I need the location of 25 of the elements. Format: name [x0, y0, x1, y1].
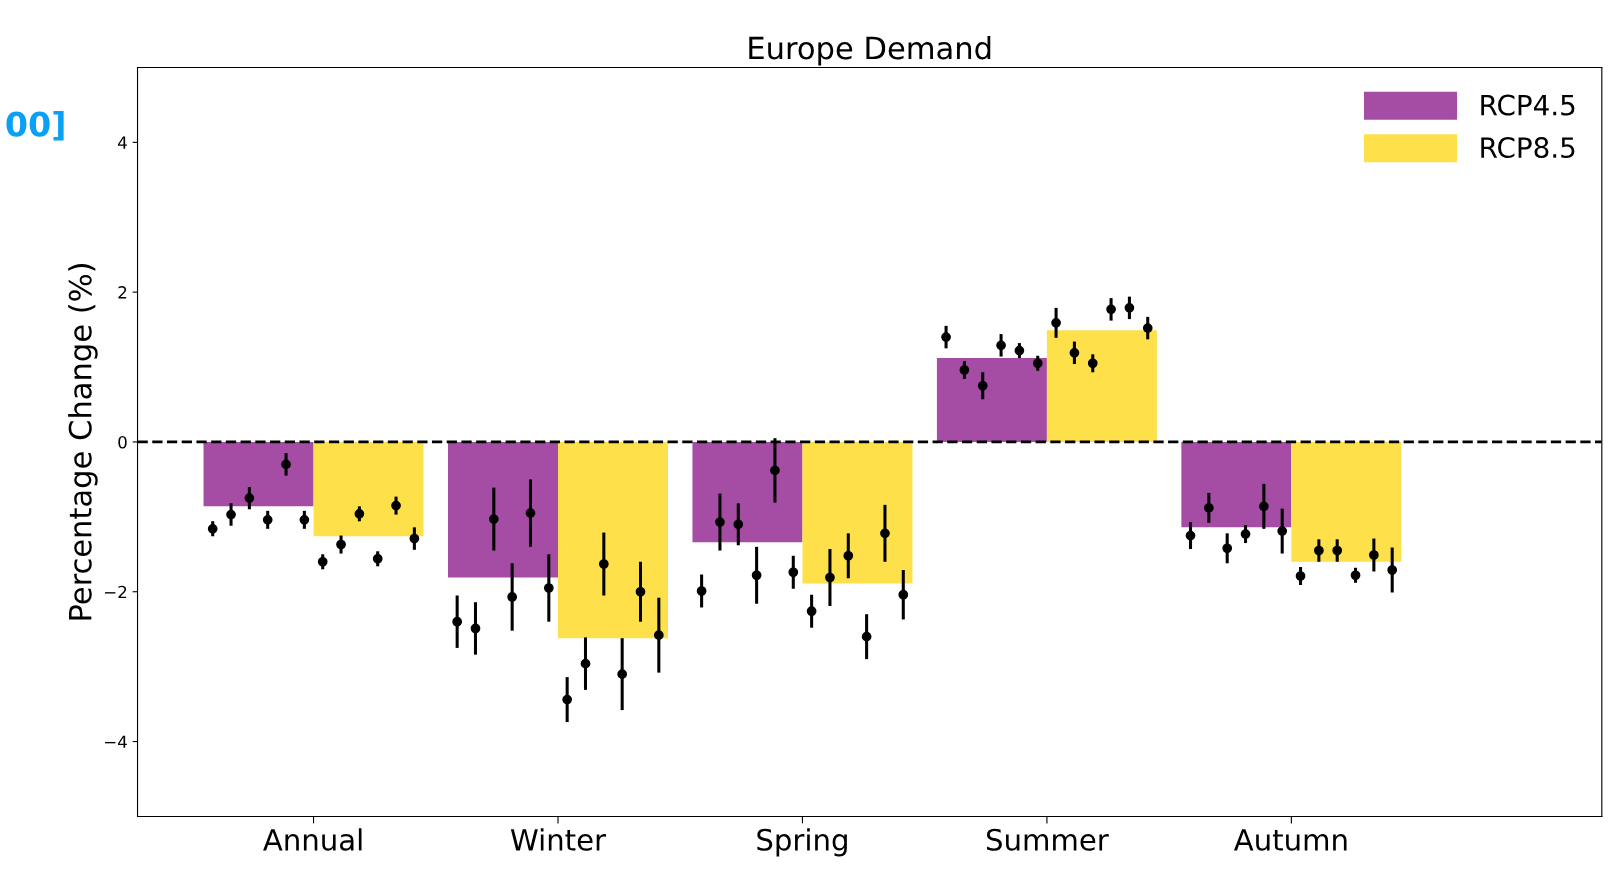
x-tick-label: Summer — [986, 828, 1109, 851]
x-tick-label: Spring — [757, 828, 847, 857]
bar — [447, 441, 558, 578]
y-tick-label: −2 — [105, 585, 127, 599]
bar — [1291, 441, 1402, 562]
y-tick-label: −4 — [105, 735, 127, 748]
bar — [802, 441, 913, 584]
bar — [203, 441, 314, 507]
x-tick-label: Annual — [263, 828, 362, 851]
legend-label: RCP4.5 — [1481, 94, 1575, 116]
bar — [936, 358, 1047, 442]
chart-title: Europe Demand — [749, 35, 991, 66]
legend-label: RCP8.5 — [1481, 137, 1575, 159]
x-tick-label: Autumn — [1233, 829, 1347, 851]
x-tick-label: Winter — [510, 828, 607, 851]
bar — [557, 441, 668, 639]
y-axis-title: Percentage Change (%) — [68, 264, 98, 620]
y-tick-label: 0 — [118, 435, 127, 449]
bar — [692, 441, 803, 543]
text: 00] — [6, 110, 64, 141]
bar — [1181, 441, 1292, 528]
bar — [313, 441, 424, 537]
bar — [1046, 330, 1157, 442]
y-tick-label: 2 — [118, 286, 127, 299]
y-tick-label: 4 — [118, 136, 127, 149]
